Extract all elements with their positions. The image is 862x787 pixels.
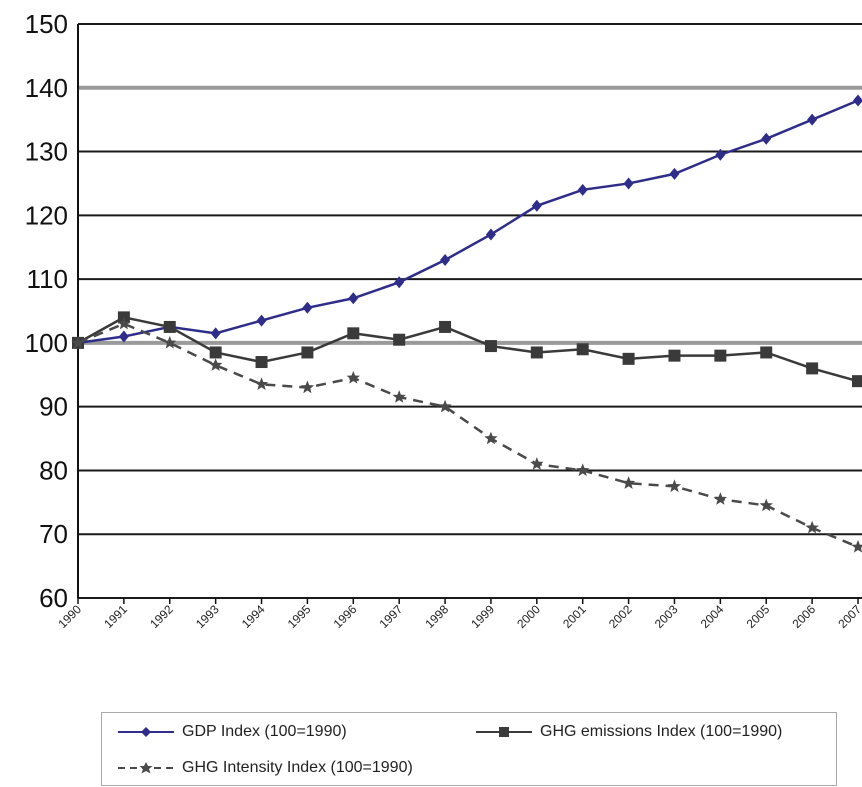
data-point [667, 479, 682, 493]
data-point [71, 335, 85, 349]
series-lines [71, 94, 862, 553]
data-point [851, 540, 862, 553]
x-tick-label: 1999 [468, 602, 497, 631]
data-point [531, 199, 542, 212]
y-tick-label: 140 [25, 73, 68, 103]
x-tick-label: 1997 [377, 602, 406, 631]
x-tick-label: 1993 [193, 602, 222, 631]
legend-label-ghg-intensity: GHG Intensity Index (100=1990) [182, 759, 413, 776]
data-point [484, 340, 497, 353]
data-point [394, 276, 405, 289]
x-axis-ticks: 1990 1991 1992 1993 1994 1995 1996 1997 1998 1999… [55, 598, 862, 631]
data-point [530, 457, 544, 470]
series-line [77, 99, 859, 345]
data-point [347, 327, 360, 340]
x-tick-label: 2001 [560, 602, 589, 631]
data-point [302, 301, 313, 314]
x-tick-label: 2003 [652, 602, 681, 631]
legend-label-ghg-emissions: GHG emissions Index (100=1990) [540, 723, 783, 740]
data-point [163, 335, 177, 349]
data-point [577, 183, 588, 196]
legend-item-gdp: GDP Index (100=1990) [116, 723, 347, 741]
series-0 [73, 94, 862, 349]
x-tick-label: 2005 [744, 602, 773, 631]
data-point [118, 330, 129, 343]
data-point [255, 356, 268, 369]
data-point [254, 377, 269, 390]
data-point [668, 349, 681, 362]
legend-item-ghg-intensity: GHG Intensity Index (100=1990) [116, 759, 413, 777]
ghg-intensity-legend-swatch [118, 762, 174, 774]
series-1 [72, 311, 862, 388]
data-point [348, 292, 359, 305]
data-point [438, 399, 452, 413]
data-point [439, 320, 452, 333]
data-point [346, 371, 360, 384]
data-point [713, 492, 727, 505]
x-tick-label: 2006 [789, 602, 818, 631]
data-point [209, 358, 223, 371]
ghg-emissions-legend-swatch [476, 727, 532, 737]
data-point [163, 320, 176, 333]
x-tick-label: 2002 [606, 602, 635, 631]
data-point [484, 431, 498, 445]
grid-lines [77, 23, 862, 599]
data-point [256, 314, 267, 327]
data-point [485, 228, 496, 241]
data-point [393, 333, 406, 346]
y-tick-label: 90 [39, 392, 68, 422]
data-point [621, 476, 636, 489]
x-tick-label: 1994 [239, 602, 268, 631]
data-point [805, 520, 819, 534]
data-point [210, 327, 221, 340]
x-tick-label: 1996 [331, 602, 360, 631]
data-point [760, 346, 773, 359]
y-tick-label: 130 [25, 137, 68, 167]
data-point [622, 352, 635, 365]
data-point [761, 132, 772, 145]
data-point [759, 498, 773, 512]
data-point [853, 94, 862, 107]
x-tick-label: 1992 [147, 602, 176, 631]
x-tick-label: 2000 [514, 602, 543, 631]
data-point [440, 253, 451, 266]
series-2 [71, 316, 862, 553]
x-tick-label: 1998 [422, 602, 451, 631]
x-tick-label: 2007 [835, 602, 862, 631]
gdp-legend-swatch [118, 727, 174, 737]
data-point [392, 390, 406, 403]
y-tick-label: 150 [25, 9, 68, 39]
data-point [669, 167, 680, 180]
data-point [301, 346, 314, 359]
y-tick-label: 60 [39, 583, 68, 613]
data-point [576, 343, 589, 356]
series-line [77, 316, 859, 383]
data-point [852, 375, 862, 388]
data-point [576, 463, 590, 477]
y-axis-ticks: 60 70 80 90 100 110 120 130 140 150 [25, 9, 68, 613]
data-point [807, 113, 818, 126]
legend: GDP Index (100=1990) GHG emissions Index… [101, 712, 837, 786]
data-point [806, 362, 819, 375]
data-point [715, 148, 726, 161]
series-line [77, 322, 859, 549]
y-tick-label: 80 [39, 455, 68, 485]
y-tick-label: 120 [25, 200, 68, 230]
data-point [623, 177, 634, 190]
y-tick-label: 100 [25, 328, 68, 358]
data-point [209, 346, 222, 359]
legend-label-gdp: GDP Index (100=1990) [182, 723, 347, 740]
x-tick-label: 1995 [285, 602, 314, 631]
data-point [117, 316, 131, 330]
y-tick-label: 110 [27, 264, 68, 294]
legend-item-ghg-emissions: GHG emissions Index (100=1990) [474, 723, 782, 741]
x-tick-label: 1991 [101, 602, 130, 631]
data-point [300, 380, 315, 394]
data-point [714, 349, 727, 362]
y-tick-label: 70 [39, 519, 68, 549]
data-point [530, 346, 543, 359]
x-tick-label: 2004 [698, 602, 727, 631]
